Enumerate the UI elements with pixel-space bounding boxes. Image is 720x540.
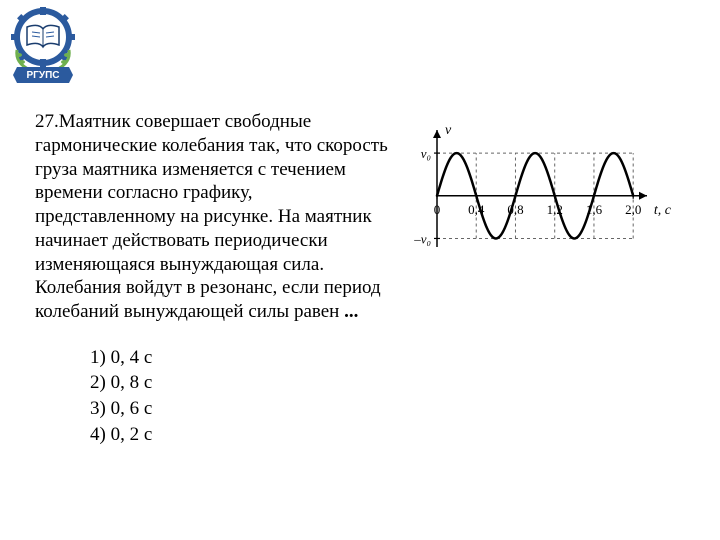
option-1: 1) 0, 4 с	[90, 346, 685, 371]
option-3: 3) 0, 6 с	[90, 397, 685, 422]
svg-text:1,6: 1,6	[586, 202, 603, 217]
velocity-time-chart: v v₀ –v₀0 0,4 0,8 1,2 1,6 2,0 t, с	[405, 120, 685, 324]
svg-text:0,8: 0,8	[507, 202, 523, 217]
svg-text:t, с: t, с	[654, 203, 672, 218]
svg-text:2,0: 2,0	[625, 202, 641, 217]
logo-acronym: РГУПС	[27, 70, 60, 81]
svg-text:v: v	[445, 123, 452, 138]
logo-svg: РГУПС	[5, 5, 100, 85]
svg-text:v₀: v₀	[421, 146, 431, 161]
answer-options: 1) 0, 4 с 2) 0, 8 с 3) 0, 6 с 4) 0, 2 с	[90, 346, 685, 448]
svg-text:0,4: 0,4	[468, 202, 485, 217]
logo-banner: РГУПС	[13, 67, 73, 83]
institution-logo: РГУПС	[5, 5, 100, 85]
question-body: Маятник совершает свободные гармонически…	[35, 111, 388, 322]
question-block: 27.Маятник совершает свободные гармониче…	[35, 110, 685, 449]
svg-text:0: 0	[434, 202, 441, 217]
svg-text:1,2: 1,2	[547, 202, 563, 217]
question-ellipsis: ...	[344, 301, 358, 322]
question-text: 27.Маятник совершает свободные гармониче…	[35, 110, 395, 324]
option-4: 4) 0, 2 с	[90, 423, 685, 448]
book-icon	[27, 25, 59, 47]
question-number: 27.	[35, 111, 59, 132]
chart-svg: v v₀ –v₀0 0,4 0,8 1,2 1,6 2,0 t, с	[405, 120, 675, 275]
option-2: 2) 0, 8 с	[90, 371, 685, 396]
svg-text:–v₀: –v₀	[413, 231, 431, 246]
